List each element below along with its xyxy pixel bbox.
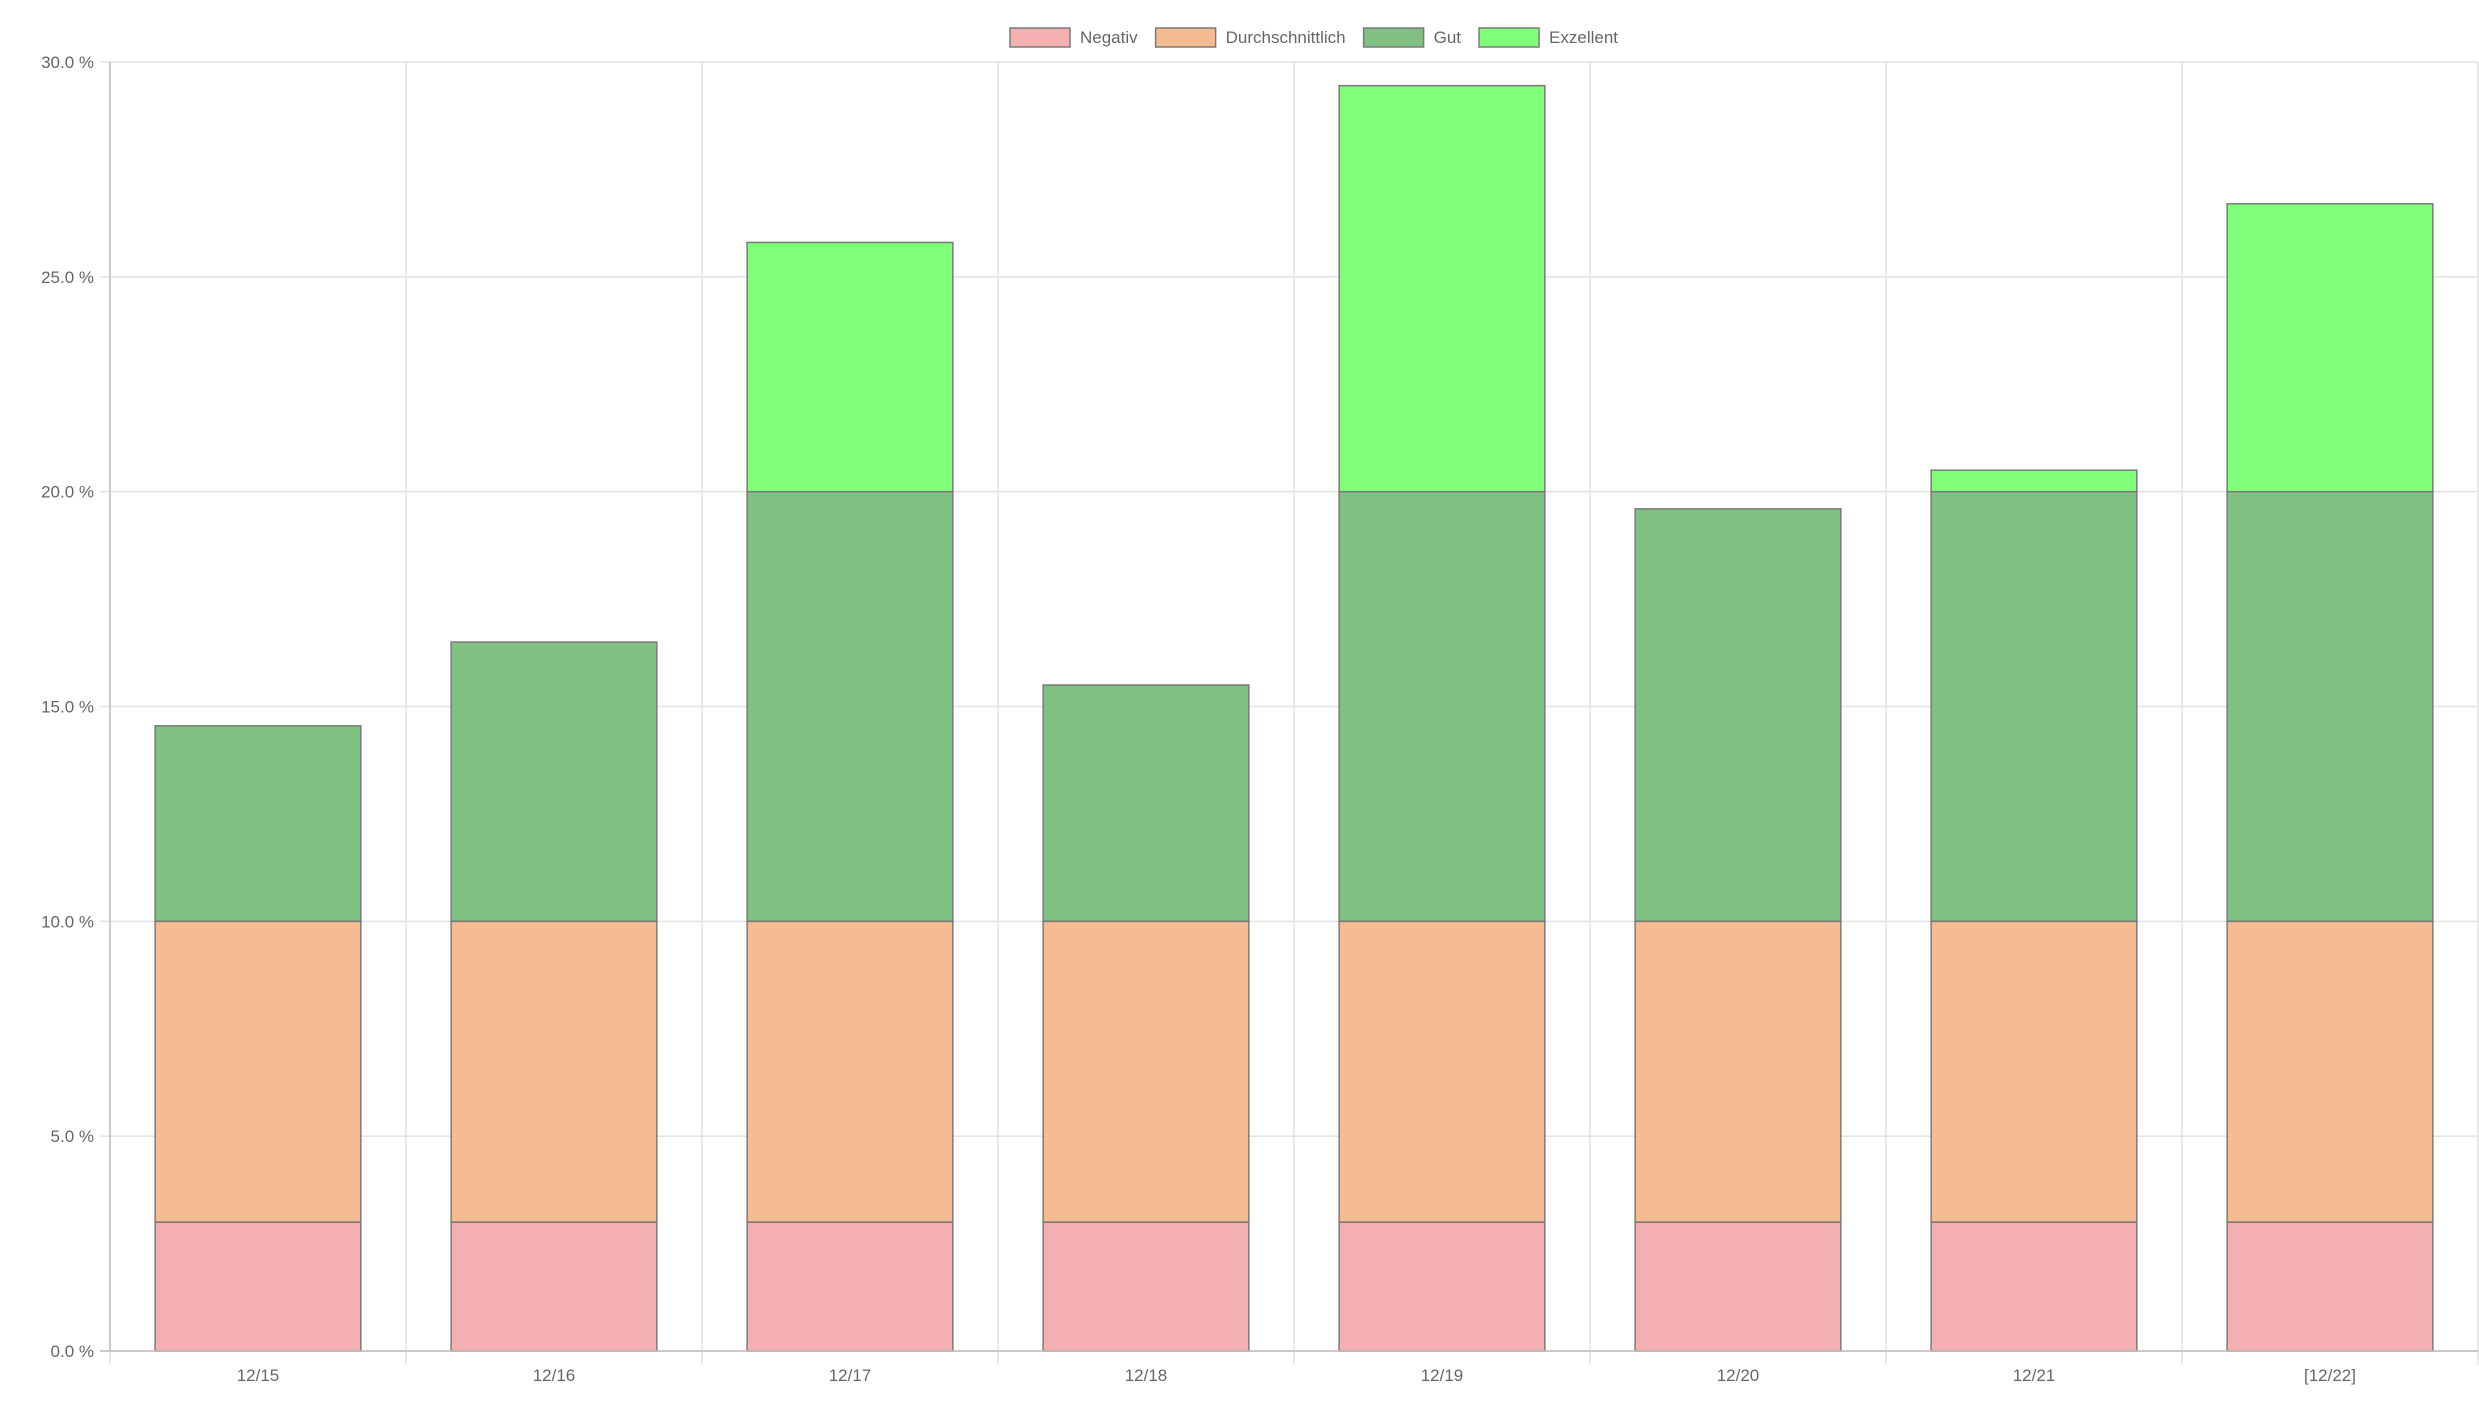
x-tick-label: 12/19: [1421, 1366, 1464, 1385]
bar-segment-durchschnittlich[interactable]: [154, 920, 362, 1223]
axes: [100, 62, 2478, 1352]
y-tick-label: 15.0 %: [41, 698, 94, 717]
bar-segment-negativ[interactable]: [1042, 1221, 1250, 1352]
bar-segment-exzellent[interactable]: [2226, 203, 2434, 493]
bar-segment-negativ[interactable]: [450, 1221, 658, 1352]
legend[interactable]: Negativ Durchschnittlich Gut Exzellent: [1009, 27, 1618, 48]
x-axis-ticks: 12/15 12/16 12/17 12/18 12/19 12/20 12/21 [12/2…: [237, 1366, 2356, 1385]
bar-segment-negativ[interactable]: [1634, 1221, 1842, 1352]
x-tick-label: 12/16: [533, 1366, 576, 1385]
bars: [154, 84, 2434, 1352]
legend-item-negativ[interactable]: Negativ: [1009, 27, 1138, 48]
x-tick-label: 12/17: [829, 1366, 872, 1385]
bar-segment-gut[interactable]: [1042, 684, 1250, 923]
y-tick-label: 30.0 %: [41, 53, 94, 72]
y-tick-label: 5.0 %: [51, 1127, 94, 1146]
x-tick-label: 12/21: [2013, 1366, 2056, 1385]
legend-label: Durchschnittlich: [1226, 28, 1346, 47]
bar-segment-gut[interactable]: [746, 490, 954, 923]
legend-swatch: [1478, 27, 1540, 48]
bar-segment-durchschnittlich[interactable]: [1634, 920, 1842, 1223]
legend-label: Gut: [1434, 28, 1462, 47]
bar-segment-gut[interactable]: [154, 725, 362, 923]
bar-segment-negativ[interactable]: [1338, 1221, 1546, 1352]
bar-segment-exzellent[interactable]: [746, 241, 954, 493]
bar-segment-negativ[interactable]: [154, 1221, 362, 1352]
bar-segment-gut[interactable]: [1338, 490, 1546, 923]
legend-label: Exzellent: [1549, 28, 1618, 47]
y-tick-label: 20.0 %: [41, 483, 94, 502]
y-tick-label: 10.0 %: [41, 912, 94, 931]
bar-segment-exzellent[interactable]: [1338, 84, 1546, 493]
y-tick-label: 25.0 %: [41, 268, 94, 287]
legend-swatch: [1009, 27, 1071, 48]
legend-swatch: [1362, 27, 1425, 48]
legend-item-exzellent[interactable]: Exzellent: [1478, 27, 1618, 48]
bar-segment-gut[interactable]: [1634, 508, 1842, 923]
bar-segment-durchschnittlich[interactable]: [746, 920, 954, 1223]
x-tick-label: [12/22]: [2304, 1366, 2356, 1385]
y-axis-ticks: 0.0 % 5.0 % 10.0 % 15.0 % 20.0 % 25.0 % 30.0 %: [41, 53, 94, 1361]
legend-item-durchschnittlich[interactable]: Durchschnittlich: [1154, 27, 1346, 48]
bar-segment-gut[interactable]: [450, 641, 658, 923]
bar-segment-durchschnittlich[interactable]: [1338, 920, 1546, 1223]
bar-segment-gut[interactable]: [2226, 490, 2434, 923]
x-tick-label: 12/15: [237, 1366, 280, 1385]
bar-segment-negativ[interactable]: [2226, 1221, 2434, 1352]
bar-segment-negativ[interactable]: [746, 1221, 954, 1352]
x-tick-label: 12/18: [1125, 1366, 1168, 1385]
legend-swatch: [1154, 27, 1217, 48]
bar-segment-durchschnittlich[interactable]: [450, 920, 658, 1223]
legend-item-gut[interactable]: Gut: [1362, 27, 1462, 48]
bar-segment-durchschnittlich[interactable]: [2226, 920, 2434, 1223]
y-tick-label: 0.0 %: [51, 1342, 94, 1361]
bar-segment-gut[interactable]: [1930, 490, 2138, 923]
bar-segment-durchschnittlich[interactable]: [1042, 920, 1250, 1223]
bar-segment-exzellent[interactable]: [1930, 469, 2138, 493]
x-tick-label: 12/20: [1717, 1366, 1760, 1385]
bar-segment-durchschnittlich[interactable]: [1930, 920, 2138, 1223]
grid: [100, 61, 2479, 1365]
legend-label: Negativ: [1080, 28, 1138, 47]
bar-segment-negativ[interactable]: [1930, 1221, 2138, 1352]
